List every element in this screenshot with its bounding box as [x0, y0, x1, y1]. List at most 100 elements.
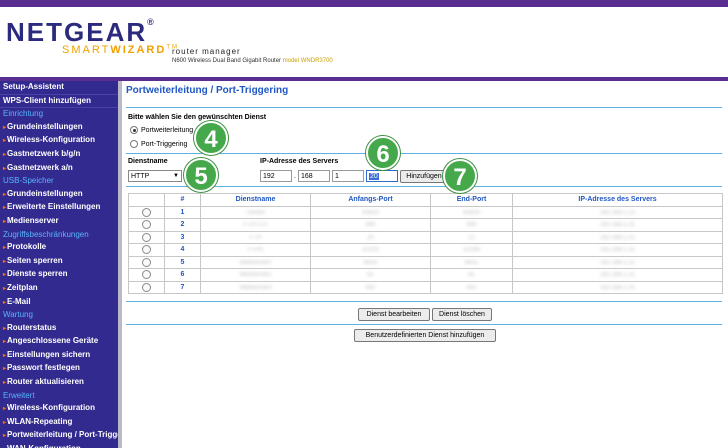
row-end-port: 20199: [430, 243, 513, 257]
row-number: 5: [164, 255, 201, 269]
brand-text: NETGEAR: [6, 17, 148, 47]
row-end-port-value: 63829: [463, 209, 480, 216]
row-start-port: 20: [310, 230, 431, 244]
row-server-ip-value: 192.168.1.21: [599, 284, 636, 291]
row-end-port: 81: [430, 268, 513, 282]
header-select: [128, 193, 165, 207]
row-number: 3: [164, 230, 201, 244]
sidebar-item[interactable]: WPS-Client hinzufügen: [0, 95, 118, 109]
title-rule: [126, 107, 722, 108]
sidebar-item[interactable]: Protokolle: [0, 241, 118, 255]
option-forwarding[interactable]: Portweiterleitung: [130, 126, 193, 134]
table-row: 5 Webserver1 8000 8001 192.168.1.21: [128, 255, 723, 269]
app-name: router manager: [172, 47, 241, 56]
row-select-cell[interactable]: [128, 230, 165, 244]
option-triggering[interactable]: Port-Triggering: [130, 140, 187, 148]
sidebar-item[interactable]: Grundeinstellungen: [0, 188, 118, 202]
delete-service-button[interactable]: Dienst löschen: [432, 308, 492, 321]
radio-triggering[interactable]: [130, 140, 138, 148]
row-select-radio[interactable]: [142, 257, 151, 267]
table-body: 1 Torrent 63829 63829 192.168.1.21 2 FTP/TLS 99…: [128, 205, 723, 294]
row-end-port-value: 990: [466, 222, 477, 229]
sidebar-item[interactable]: Gastnetzwerk a/n: [0, 162, 118, 176]
sidebar-item[interactable]: E-Mail: [0, 296, 118, 310]
header-server-ip: IP-Adresse des Servers: [512, 193, 723, 207]
row-service-value: Torrent: [246, 209, 265, 216]
service-name-label: Dienstname: [128, 158, 168, 165]
sidebar-item[interactable]: Seiten sperren: [0, 255, 118, 269]
sidebar-item[interactable]: Wireless-Konfiguration: [0, 134, 118, 148]
row-server-ip-value: 192.168.1.21: [599, 247, 636, 254]
sidebar-item[interactable]: Dienste sperren: [0, 268, 118, 282]
sidebar-item[interactable]: Router aktualisieren: [0, 376, 118, 390]
sidebar-section: Erweitert: [3, 390, 35, 400]
sidebar-item[interactable]: Routerstatus: [0, 322, 118, 336]
row-select-radio[interactable]: [142, 232, 151, 242]
service-name-select[interactable]: HTTP ▼: [128, 170, 182, 182]
ip-octet-3[interactable]: 1: [332, 170, 364, 182]
netgear-logo: NETGEAR®: [6, 17, 154, 48]
row-service: FTP/TLS: [200, 218, 311, 232]
sidebar-item[interactable]: WAN-Konfiguration: [0, 443, 118, 448]
table-row: 7 Webserver3 443 443 192.168.1.21: [128, 280, 723, 294]
header-divider: [0, 77, 728, 81]
sidebar-item[interactable]: Angeschlossene Geräte: [0, 335, 118, 349]
sidebar-item[interactable]: Portweiterleitung / Port-Triggering: [0, 429, 118, 443]
row-server-ip: 192.168.1.21: [512, 243, 723, 257]
ip-octet-2[interactable]: 168: [298, 170, 330, 182]
add-button[interactable]: Hinzufügen: [400, 170, 448, 183]
row-select-cell[interactable]: [128, 255, 165, 269]
sidebar: Setup-Assistent WPS-Client hinzufügen Einr…: [0, 81, 118, 448]
ip-octet-4-selected: 20: [369, 173, 379, 180]
row-select-cell[interactable]: [128, 243, 165, 257]
radio-forwarding[interactable]: [130, 126, 138, 134]
row-start-port-value: 20100: [362, 247, 379, 254]
row-service: Torrent: [200, 205, 311, 219]
row-select-radio[interactable]: [142, 270, 151, 280]
row-select-cell[interactable]: [128, 280, 165, 294]
table-row: 1 Torrent 63829 63829 192.168.1.21: [128, 205, 723, 219]
sidebar-item[interactable]: Erweiterte Einstellungen: [0, 201, 118, 215]
ip-dot: .: [294, 173, 296, 180]
row-start-port-value: 8000: [363, 259, 378, 266]
top-accent-bar: [0, 0, 728, 7]
sidebar-item[interactable]: Einstellungen sichern: [0, 349, 118, 363]
sidebar-item[interactable]: Setup-Assistent: [0, 81, 118, 95]
sidebar-item[interactable]: Grundeinstellungen: [0, 121, 118, 135]
edit-service-button[interactable]: Dienst bearbeiten: [358, 308, 430, 321]
model-label: model WNDR3700: [282, 58, 333, 64]
add-custom-service-button[interactable]: Benutzerdefinierten Dienst hinzufügen: [354, 329, 496, 342]
sidebar-item[interactable]: Medienserver: [0, 215, 118, 229]
row-select-cell[interactable]: [128, 218, 165, 232]
sidebar-item[interactable]: Zeitplan: [0, 282, 118, 296]
sidebar-item[interactable]: Wireless-Konfiguration: [0, 402, 118, 416]
subbrand-smart: SMART: [62, 44, 111, 56]
subbrand-trademark: TM: [166, 44, 179, 51]
row-end-port-value: 8001: [464, 259, 479, 266]
ip-octet-1[interactable]: 192: [260, 170, 292, 182]
row-start-port: 63829: [310, 205, 431, 219]
sidebar-item[interactable]: Passwort festlegen: [0, 362, 118, 376]
row-number: 2: [164, 218, 201, 232]
row-server-ip: 192.168.1.21: [512, 218, 723, 232]
row-start-port: 81: [310, 268, 431, 282]
sidebar-item[interactable]: WLAN-Repeating: [0, 416, 118, 430]
row-select-radio[interactable]: [142, 207, 151, 217]
row-end-port: 8001: [430, 255, 513, 269]
row-select-cell[interactable]: [128, 205, 165, 219]
buttons-rule: [126, 324, 722, 325]
ip-octet-4[interactable]: 20: [366, 170, 398, 182]
row-end-port: 21: [430, 230, 513, 244]
row-server-ip-value: 192.168.1.21: [599, 259, 636, 266]
row-select-radio[interactable]: [142, 220, 151, 230]
row-service-value: Webserver1: [239, 259, 272, 266]
table-row: 2 FTP/TLS 990 990 192.168.1.21: [128, 218, 723, 232]
sidebar-item[interactable]: Gastnetzwerk b/g/n: [0, 148, 118, 162]
row-select-radio[interactable]: [142, 282, 151, 292]
port-forwarding-table: # Dienstname Anfangs-Port End-Port IP-Ad…: [128, 193, 723, 294]
row-end-port: 443: [430, 280, 513, 294]
row-select-cell[interactable]: [128, 268, 165, 282]
callout-4: 4: [194, 121, 228, 155]
row-start-port-value: 63829: [362, 209, 379, 216]
row-select-radio[interactable]: [142, 245, 151, 255]
